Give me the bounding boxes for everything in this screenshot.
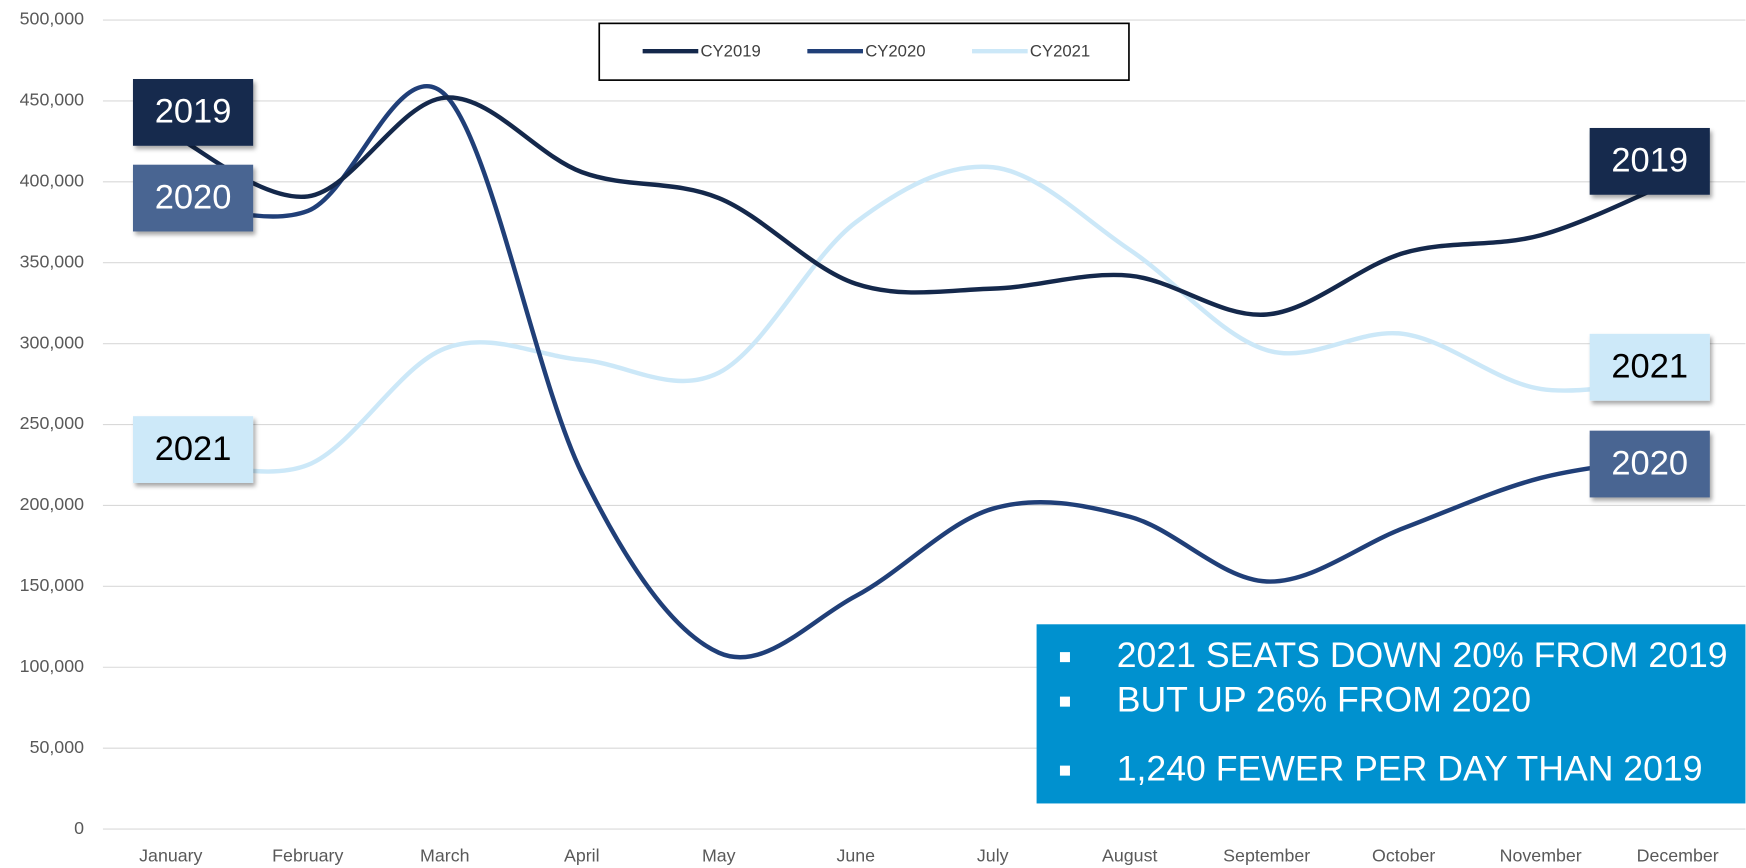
note-box — [1036, 624, 1746, 804]
x-tick-label: January — [139, 846, 202, 866]
series-line — [168, 84, 1680, 660]
x-tick-label: September — [1223, 846, 1310, 866]
y-tick-label: 200,000 — [20, 494, 84, 514]
note-bullet — [1059, 652, 1070, 663]
y-tick-label: 400,000 — [20, 171, 84, 191]
x-tick-label: April — [564, 846, 600, 866]
note-group: 2021 SEATS DOWN 20% FROM 2019 BUT UP 26% … — [1059, 635, 1728, 789]
note-text: BUT UP 26% FROM 2020 — [1117, 680, 1531, 720]
series-end-label-box — [1589, 127, 1710, 195]
y-tick-label: 100,000 — [20, 656, 84, 676]
series-line — [168, 95, 1680, 317]
series-end-label-box — [132, 416, 254, 483]
y-tick-label: 300,000 — [20, 332, 84, 352]
series-end-label: 2019 — [1611, 142, 1688, 180]
legend-label: CY2021 — [1030, 42, 1090, 61]
x-tick-label: June — [836, 846, 875, 866]
x-tick-label: October — [1372, 846, 1435, 866]
legend-label: CY2019 — [701, 42, 761, 61]
series-end-label: 2021 — [1611, 347, 1688, 385]
legend-label: CY2020 — [865, 42, 925, 61]
y-tick-label: 50,000 — [30, 737, 85, 757]
series-end-label-box — [132, 79, 254, 146]
note-text: 2021 SEATS DOWN 20% FROM 2019 — [1117, 635, 1728, 675]
y-tick-label: 500,000 — [20, 9, 84, 29]
series-end-label: 2020 — [155, 178, 232, 216]
series-line — [168, 164, 1680, 474]
note-bullet — [1059, 765, 1070, 776]
series-end-label: 2020 — [1611, 444, 1688, 482]
y-tick-label: 150,000 — [20, 575, 84, 595]
y-tick-label: 450,000 — [20, 90, 84, 110]
note-bullet — [1059, 696, 1070, 707]
series-end-label-box — [1589, 430, 1710, 498]
x-tick-label: February — [272, 846, 343, 866]
x-tick-label: December — [1637, 846, 1719, 866]
series-end-label-box — [132, 164, 254, 232]
note-text: 1,240 FEWER PER DAY THAN 2019 — [1117, 749, 1703, 789]
y-tick-label: 250,000 — [20, 413, 84, 433]
x-tick-label: August — [1102, 846, 1157, 866]
series-end-label: 2021 — [155, 430, 232, 468]
series-end-label: 2019 — [155, 93, 232, 131]
x-tick-label: November — [1500, 846, 1582, 866]
y-tick-label: 0 — [74, 818, 84, 838]
y-tick-label: 350,000 — [20, 251, 84, 271]
series-end-label-box — [1589, 333, 1710, 401]
x-tick-label: March — [420, 846, 469, 866]
x-tick-label: July — [977, 846, 1009, 866]
x-tick-label: May — [702, 846, 736, 866]
